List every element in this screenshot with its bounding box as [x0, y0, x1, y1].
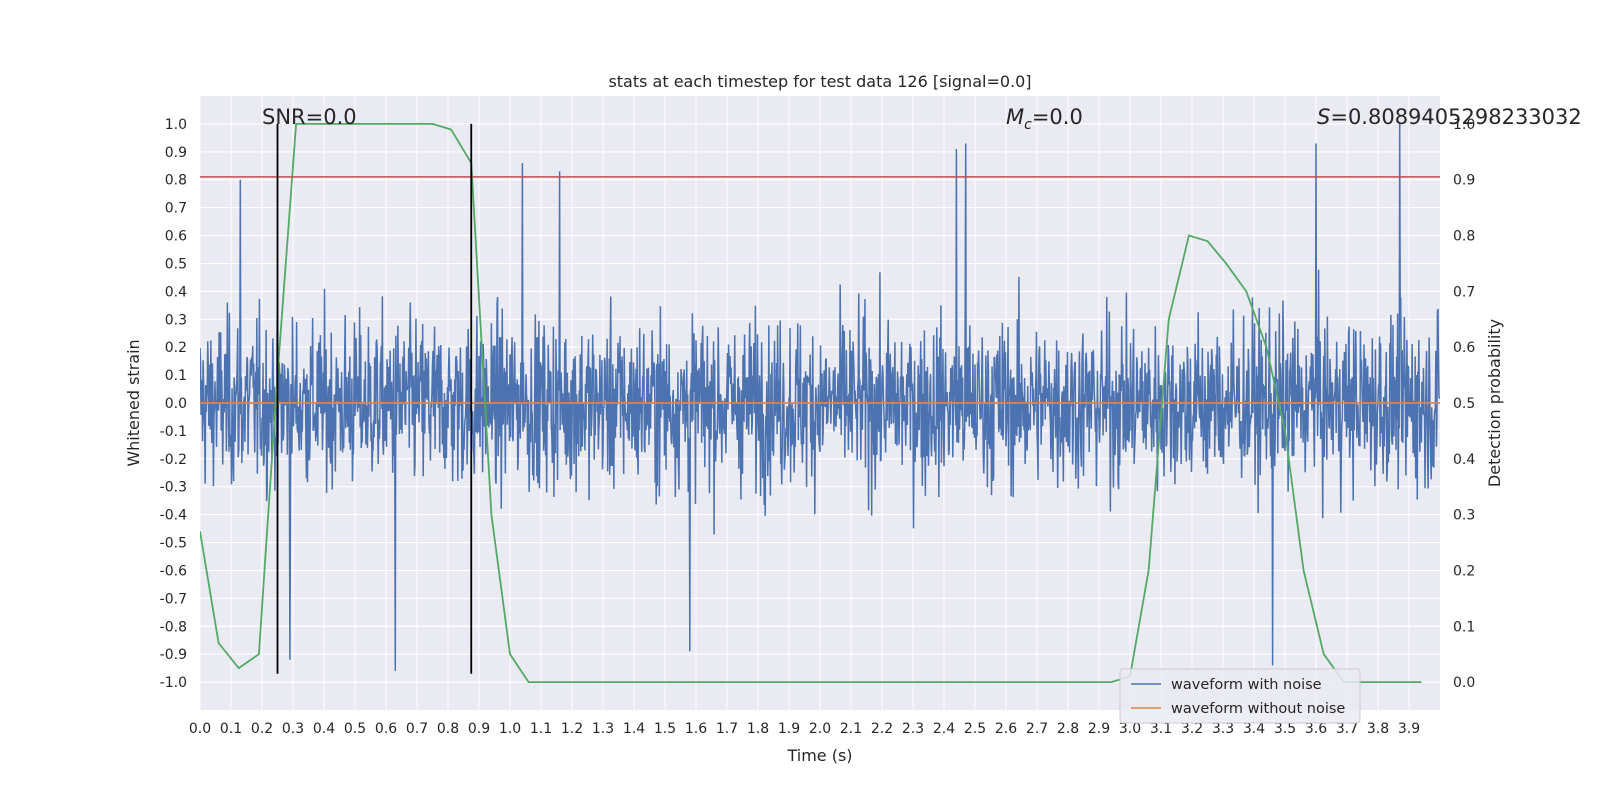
x-tick-label: 2.6 — [995, 721, 1017, 737]
y-tick-label: -0.2 — [160, 452, 187, 468]
x-tick-label: 1.9 — [778, 721, 800, 737]
x-tick-label: 2.0 — [809, 721, 831, 737]
x-tick-label: 2.2 — [871, 721, 893, 737]
legend-box — [1119, 668, 1361, 724]
y-tick-label: 0.0 — [165, 396, 187, 412]
series-line-waveform-with-noise — [200, 123, 1440, 671]
y-tick-label: 0.4 — [165, 284, 187, 300]
y-tick-label: -0.6 — [160, 563, 187, 579]
y-tick-label: -0.4 — [160, 508, 187, 524]
x-tick-label: 3.0 — [1119, 721, 1141, 737]
y-axis-label: Whitened strain — [124, 339, 143, 466]
mc-subscript: c — [1024, 117, 1032, 133]
x-tick-label: 0.6 — [375, 721, 397, 737]
x-tick-label: 2.4 — [933, 721, 955, 737]
x-tick-label: 3.1 — [1150, 721, 1172, 737]
x-tick-label: 1.7 — [716, 721, 738, 737]
x-tick-label: 0.8 — [437, 721, 459, 737]
x-tick-label: 1.5 — [654, 721, 676, 737]
legend: waveform with noise waveform without noi… — [1119, 668, 1361, 724]
x-tick-label: 2.3 — [902, 721, 924, 737]
y2-tick-label: 0.3 — [1453, 508, 1475, 524]
y-tick-label: -0.5 — [160, 536, 187, 552]
x-tick-labels: 0.0 0.1 0.2 0.3 0.4 0.5 0.6 0.7 0.8 0.9 1.0 1.1 1.2 1… — [189, 721, 1420, 737]
y-tick-label: 0.5 — [165, 256, 187, 272]
x-tick-label: 3.2 — [1181, 721, 1203, 737]
y-tick-label: 1.0 — [165, 117, 187, 133]
y2-tick-labels: 0.0 0.1 0.2 0.3 0.4 0.5 0.6 0.7 0.8 0.9 1.0 — [1453, 117, 1475, 691]
x-tick-label: 1.0 — [499, 721, 521, 737]
x-tick-label: 0.0 — [189, 721, 211, 737]
x-tick-label: 1.4 — [623, 721, 645, 737]
x-tick-label: 3.4 — [1243, 721, 1265, 737]
x-tick-label: 1.3 — [592, 721, 614, 737]
y-tick-label: -0.9 — [160, 647, 187, 663]
x-tick-label: 3.5 — [1274, 721, 1296, 737]
x-tick-label: 3.8 — [1367, 721, 1389, 737]
y2-tick-label: 0.6 — [1453, 340, 1475, 356]
reference-lines — [200, 123, 1440, 674]
x-tick-label: 0.4 — [313, 721, 335, 737]
chart-title: stats at each timestep for test data 126… — [608, 72, 1031, 91]
y2-tick-label: 1.0 — [1453, 117, 1475, 133]
s-symbol: S — [1317, 105, 1330, 129]
mc-symbol: M — [1006, 105, 1024, 129]
y-tick-label: 0.8 — [165, 173, 187, 189]
y-tick-labels: -1.0 -0.9 -0.8 -0.7 -0.6 -0.5 -0.4 -0.3 -0.2 -0.1… — [160, 117, 187, 691]
x-tick-label: 1.6 — [685, 721, 707, 737]
x-tick-label: 3.6 — [1305, 721, 1327, 737]
x-tick-label: 0.5 — [344, 721, 366, 737]
x-tick-label: 0.2 — [251, 721, 273, 737]
x-tick-label: 0.1 — [220, 721, 242, 737]
x-tick-label: 2.1 — [840, 721, 862, 737]
s-annotation: S=0.8089405298233032 — [1317, 105, 1582, 129]
y2-tick-label: 0.4 — [1453, 452, 1475, 468]
snr-annotation: SNR=0.0 — [262, 105, 357, 129]
y-tick-label: 0.7 — [165, 201, 187, 217]
x-tick-label: 0.7 — [406, 721, 428, 737]
x-tick-label: 2.7 — [1026, 721, 1048, 737]
x-tick-label: 1.2 — [561, 721, 583, 737]
y-tick-label: -1.0 — [160, 675, 187, 691]
y-tick-label: -0.8 — [160, 619, 187, 635]
y-tick-label: -0.7 — [160, 591, 187, 607]
y-tick-label: -0.3 — [160, 480, 187, 496]
mc-value: =0.0 — [1032, 105, 1083, 129]
x-tick-label: 1.1 — [530, 721, 552, 737]
y-tick-label: 0.6 — [165, 229, 187, 245]
x-axis-label: Time (s) — [786, 746, 852, 765]
y2-tick-label: 0.0 — [1453, 675, 1475, 691]
s-value: =0.8089405298233032 — [1330, 105, 1581, 129]
y-tick-label: 0.1 — [165, 368, 187, 384]
y2-tick-label: 0.2 — [1453, 563, 1475, 579]
x-tick-label: 0.3 — [282, 721, 304, 737]
y2-tick-label: 0.1 — [1453, 619, 1475, 635]
y-tick-label: 0.9 — [165, 145, 187, 161]
x-tick-label: 2.9 — [1088, 721, 1110, 737]
mc-annotation: Mc=0.0 — [1006, 105, 1083, 133]
x-tick-label: 3.7 — [1336, 721, 1358, 737]
y2-tick-label: 0.8 — [1453, 229, 1475, 245]
y2-tick-label: 0.5 — [1453, 396, 1475, 412]
x-tick-label: 2.8 — [1057, 721, 1079, 737]
legend-label-noise: waveform with noise — [1171, 677, 1322, 693]
x-tick-label: 0.9 — [468, 721, 490, 737]
y2-tick-label: 0.7 — [1453, 284, 1475, 300]
x-tick-label: 2.5 — [964, 721, 986, 737]
x-tick-label: 3.3 — [1212, 721, 1234, 737]
x-tick-label: 1.8 — [747, 721, 769, 737]
series-layer — [200, 123, 1440, 683]
y-tick-label: 0.2 — [165, 340, 187, 356]
series-line-detection-probability — [200, 123, 1422, 683]
y-tick-label: -0.1 — [160, 424, 187, 440]
legend-label-clean: waveform without noise — [1171, 701, 1345, 717]
y2-axis-label: Detection probability — [1485, 319, 1504, 487]
y-tick-label: 0.3 — [165, 312, 187, 328]
y2-tick-label: 0.9 — [1453, 173, 1475, 189]
x-tick-label: 3.9 — [1398, 721, 1420, 737]
